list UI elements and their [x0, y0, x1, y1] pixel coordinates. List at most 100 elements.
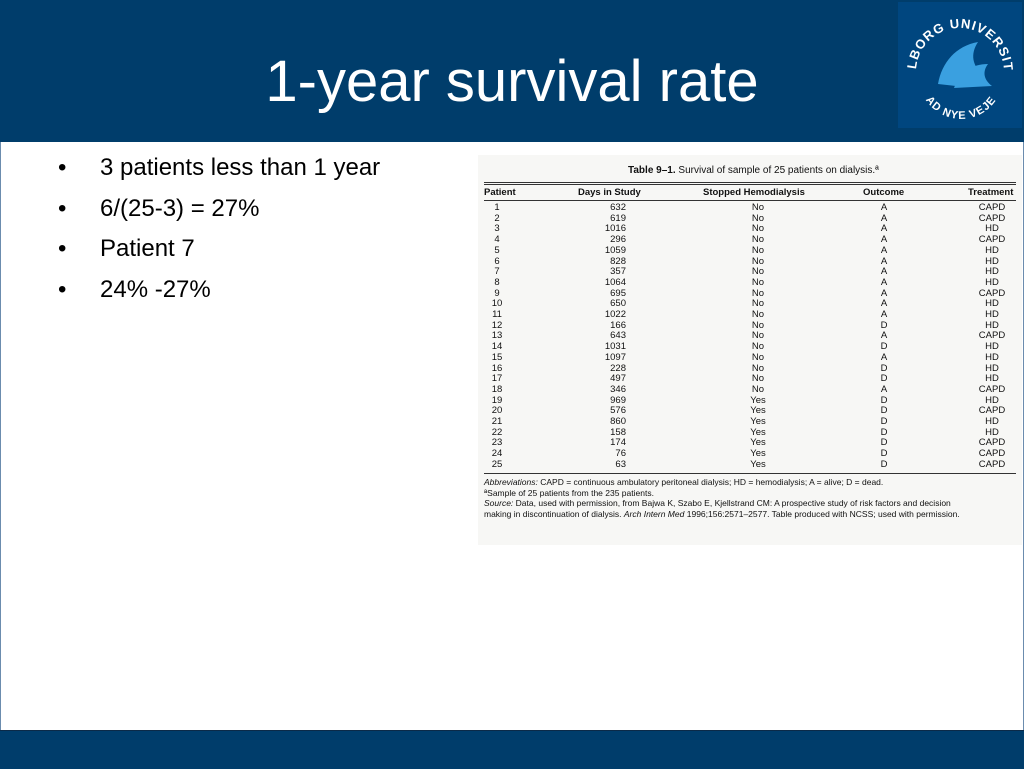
cell-days: 969 [610, 394, 626, 406]
bullet-item: • 3 patients less than 1 year [58, 148, 380, 189]
cell-patient: 16 [491, 362, 503, 374]
cell-patient: 18 [491, 383, 503, 395]
table-row: 8 1064 No A HD [484, 276, 1016, 289]
cell-patient: 19 [491, 394, 503, 406]
cell-stopped: No [751, 341, 765, 353]
table-row: 10 650 No A HD [484, 299, 1016, 310]
bullet-text: 3 patients less than 1 year [100, 154, 381, 181]
cell-patient: 6 [494, 255, 500, 267]
cell-outcome: A [880, 255, 888, 267]
table-row: 9 695 No A CAPD [484, 287, 1016, 300]
cell-outcome: D [880, 458, 888, 470]
table-row: 11 1022 No A HD [484, 309, 1016, 321]
cell-treatment: HD [985, 298, 999, 310]
cell-treatment: HD [985, 351, 999, 363]
cell-outcome: A [880, 212, 888, 224]
cell-patient: 23 [491, 437, 503, 449]
cell-days: 76 [615, 448, 626, 460]
cell-patient: 7 [494, 266, 500, 278]
cell-treatment: CAPD [978, 330, 1006, 342]
cell-patient: 1 [494, 202, 500, 213]
cell-stopped: No [751, 287, 765, 299]
bullet-text: 6/(25-3) = 27% [100, 194, 260, 222]
table-row: 15 1097 No A HD [484, 351, 1016, 364]
cell-patient: 13 [491, 330, 503, 342]
cell-stopped: No [751, 244, 765, 256]
cell-days: 357 [610, 266, 626, 278]
cell-outcome: D [880, 362, 888, 374]
cell-outcome: D [880, 405, 888, 417]
cell-treatment: HD [985, 223, 999, 235]
column-header-stopped: Stopped Hemodialysis [703, 187, 805, 198]
cell-patient: 22 [491, 426, 503, 438]
table-header-rule [484, 200, 1016, 201]
table-caption-text: Survival of sample of 25 patients on dia… [678, 165, 879, 176]
cell-outcome: A [880, 276, 888, 288]
cell-patient: 8 [494, 276, 500, 288]
table-top-rule [484, 182, 1016, 183]
cell-days: 860 [610, 416, 626, 427]
cell-outcome: A [880, 244, 888, 256]
column-header-outcome: Outcome [863, 187, 905, 198]
slide-title: 1-year survival rate [265, 49, 759, 114]
cell-treatment: HD [985, 416, 999, 427]
bullet-glyph: • [58, 154, 67, 181]
cell-treatment: CAPD [978, 448, 1006, 460]
cell-treatment: CAPD [978, 458, 1006, 470]
slide-footer [0, 730, 1024, 769]
bullet-glyph: • [58, 275, 67, 303]
cell-treatment: CAPD [978, 202, 1006, 213]
cell-stopped: No [751, 255, 765, 267]
cell-days: 158 [610, 426, 626, 438]
table-row: 12 166 No D HD [484, 319, 1016, 332]
column-header-treatment: Treatment [968, 187, 1014, 198]
cell-stopped: No [751, 234, 765, 246]
cell-outcome: A [880, 202, 888, 213]
cell-outcome: A [880, 234, 888, 246]
table-row: 19 969 Yes D HD [484, 394, 1016, 407]
cell-patient: 20 [491, 405, 503, 417]
cell-outcome: D [880, 341, 888, 353]
cell-outcome: D [880, 437, 888, 449]
cell-patient: 25 [491, 458, 503, 470]
cell-stopped: Yes [750, 437, 766, 449]
cell-treatment: CAPD [978, 383, 1006, 395]
cell-treatment: CAPD [978, 287, 1006, 299]
cell-days: 632 [610, 202, 626, 213]
cell-treatment: HD [985, 319, 999, 331]
table-row: 1 632 No A CAPD [484, 202, 1016, 214]
cell-patient: 15 [491, 351, 503, 363]
cell-outcome: D [880, 394, 888, 406]
table-row: 13 643 No A CAPD [484, 331, 1016, 342]
cell-stopped: Yes [750, 394, 766, 406]
bullet-text: Patient 7 [100, 235, 195, 262]
table-row: 14 1031 No D HD [484, 341, 1016, 353]
source-label: Source: [484, 498, 514, 508]
cell-treatment: CAPD [978, 234, 1006, 246]
cell-stopped: Yes [750, 426, 766, 438]
table-caption-label: Table 9–1. [628, 165, 676, 176]
cell-days: 174 [610, 437, 626, 449]
cell-stopped: Yes [750, 448, 766, 460]
cell-stopped: No [751, 266, 765, 278]
cell-treatment: CAPD [978, 212, 1006, 224]
table-row: 23 174 Yes D CAPD [484, 438, 1016, 449]
table-bottom-rule [484, 473, 1016, 474]
cell-stopped: No [751, 202, 765, 213]
cell-days: 497 [610, 373, 626, 385]
bullet-glyph: • [58, 235, 67, 262]
table-row: 6 828 No A HD [484, 255, 1016, 268]
bullet-list: • 3 patients less than 1 year • 6/(25-3) =… [58, 148, 380, 310]
cell-outcome: A [880, 383, 888, 395]
cell-outcome: A [880, 223, 888, 235]
bullet-text: 24% -27% [100, 275, 211, 303]
cell-treatment: HD [985, 309, 999, 320]
cell-days: 576 [610, 405, 626, 417]
source-journal: Arch Intern Med [623, 508, 685, 519]
cell-treatment: CAPD [978, 437, 1006, 449]
cell-days: 346 [610, 383, 626, 395]
table-row: 24 76 Yes D CAPD [484, 448, 1016, 460]
abbreviations-text: CAPD = continuous ambulatory peritoneal … [540, 477, 884, 487]
cell-days: 619 [610, 212, 626, 224]
table-caption: Table 9–1. Survival of sample of 25 pati… [628, 165, 879, 176]
